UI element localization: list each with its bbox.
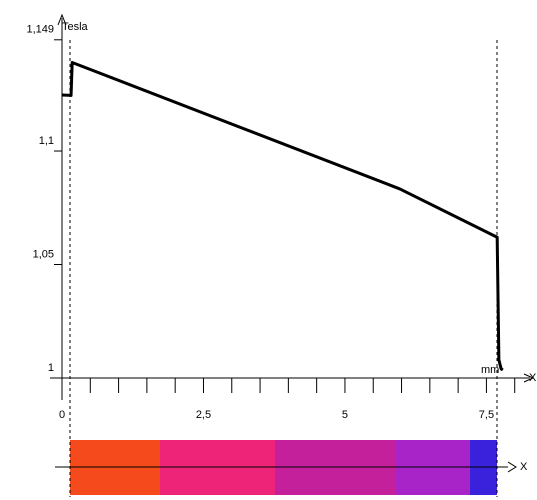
x-tick-label: 0 bbox=[59, 409, 65, 421]
data-line bbox=[61, 60, 504, 372]
y-tick-label: 1,1 bbox=[39, 135, 54, 147]
x-tick-label: 5 bbox=[342, 409, 348, 421]
material-strip: X bbox=[55, 440, 528, 495]
arrow bbox=[57, 13, 67, 26]
y-axis-label: Tesla bbox=[62, 21, 89, 33]
x-tick-label: 2,5 bbox=[196, 409, 211, 421]
arrow bbox=[523, 373, 535, 383]
x-axis-label: mm bbox=[481, 364, 499, 376]
arrow bbox=[507, 461, 517, 473]
y-tick-label: 1,149 bbox=[26, 24, 54, 36]
x-tick-label: 7,5 bbox=[479, 409, 494, 421]
x-arrow-label: X bbox=[529, 372, 537, 384]
strip-axis-label: X bbox=[520, 461, 528, 473]
y-tick-label: 1 bbox=[48, 362, 54, 374]
y-tick-label: 1,05 bbox=[33, 248, 54, 260]
